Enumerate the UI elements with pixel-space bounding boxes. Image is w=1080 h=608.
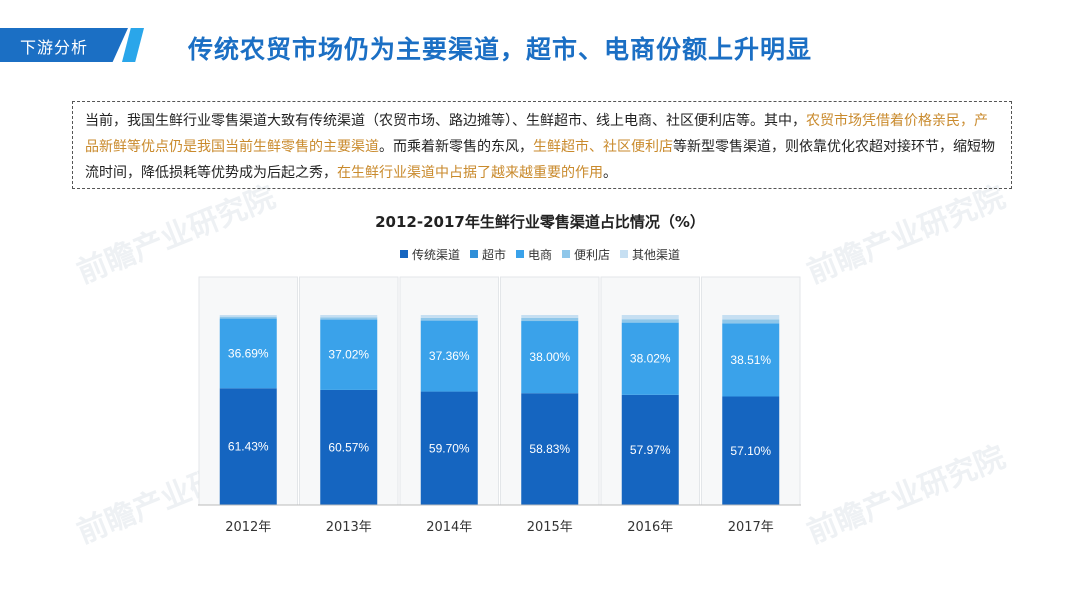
bar-segment — [722, 323, 780, 397]
bar-segment — [320, 317, 378, 320]
legend-item: 传统渠道 — [399, 246, 460, 263]
data-label: 59.70% — [429, 441, 470, 455]
x-tick-label: 2013年 — [326, 520, 372, 535]
bar-segment — [521, 315, 579, 318]
bar-segment — [521, 393, 579, 505]
x-tick-label: 2012年 — [225, 520, 271, 535]
bar-segment — [621, 322, 679, 395]
bar-segment — [320, 389, 378, 505]
bar-segment — [722, 315, 780, 320]
bar-segment — [420, 391, 478, 505]
bar-segment — [320, 319, 378, 390]
desc-highlight-1: 农贸市场凭借着价格亲民，产品新鲜等优点仍是我国当前生鲜零售的主要渠道 — [85, 113, 988, 155]
bar-segment — [420, 315, 478, 318]
data-label: 37.36% — [429, 349, 470, 363]
bar-segment — [420, 320, 478, 392]
section-tag: 下游分析 — [0, 28, 128, 62]
desc-highlight-2: 生鲜超市、社区便利店 — [533, 139, 673, 155]
legend-item: 电商 — [515, 246, 552, 263]
chart-title: 2012-2017年生鲜行业零售渠道占比情况（%） — [375, 213, 705, 231]
x-tick-label: 2014年 — [426, 520, 472, 535]
bar-segment — [722, 396, 780, 505]
x-tick-label: 2016年 — [627, 520, 673, 535]
legend-swatch — [515, 250, 524, 258]
bar-segment — [521, 317, 579, 322]
bar-segment — [521, 321, 579, 394]
data-label: 57.97% — [630, 443, 671, 457]
bar-segment — [219, 315, 277, 317]
desc-text-1: 当前，我国生鲜行业零售渠道大致有传统渠道（农贸市场、路边摊等）、生鲜超市、线上电… — [85, 113, 806, 129]
bar-segment — [219, 318, 277, 389]
description-box: 当前，我国生鲜行业零售渠道大致有传统渠道（农贸市场、路边摊等）、生鲜超市、线上电… — [72, 101, 1012, 189]
data-label: 60.57% — [328, 440, 369, 454]
desc-text-3: 等新型零售渠道，则依靠优化农超对接环节，缩短物流时间，降低损耗等优势成为后起之秀… — [85, 139, 995, 181]
bar-segment — [621, 394, 679, 505]
legend-swatch — [620, 250, 629, 258]
bar-segment — [621, 315, 679, 320]
legend-label: 其他渠道 — [632, 248, 681, 262]
legend-label: 超市 — [481, 248, 506, 262]
data-label: 38.00% — [529, 350, 570, 364]
legend-label: 便利店 — [574, 248, 611, 262]
data-label: 61.43% — [228, 440, 269, 454]
bar-segment — [219, 316, 277, 319]
legend-swatch — [399, 250, 408, 258]
legend-label: 传统渠道 — [411, 248, 460, 262]
bar-segment — [219, 388, 277, 505]
legend-swatch — [562, 250, 570, 258]
data-label: 58.83% — [529, 442, 570, 456]
x-tick-label: 2015年 — [527, 520, 573, 535]
bar-segment — [320, 315, 378, 318]
data-label: 57.10% — [730, 444, 771, 458]
data-label: 36.69% — [228, 346, 269, 360]
section-tag-label: 下游分析 — [20, 38, 89, 57]
x-tick-label: 2017年 — [728, 520, 774, 535]
legend-label: 电商 — [527, 248, 552, 262]
page-title: 传统农贸市场仍为主要渠道，超市、电商份额上升明显 — [188, 35, 813, 64]
bar-segment — [722, 319, 780, 324]
bar-segment — [420, 317, 478, 321]
chart-legend: 传统渠道 超市 电商 便利店 其他渠道 — [0, 246, 1080, 263]
data-label: 37.02% — [328, 348, 369, 362]
legend-item: 便利店 — [562, 246, 610, 263]
data-label: 38.02% — [630, 352, 671, 366]
bar-segment — [621, 319, 679, 323]
legend-item: 其他渠道 — [620, 246, 680, 263]
desc-highlight-3: 在生鲜行业渠道中占据了越来越重要的作用 — [337, 165, 603, 181]
legend-item: 超市 — [469, 246, 506, 263]
desc-text-4: 。 — [603, 165, 617, 181]
desc-text-2: 。而乘着新零售的东风， — [379, 139, 533, 155]
data-label: 38.51% — [730, 353, 771, 367]
legend-swatch — [469, 250, 478, 258]
